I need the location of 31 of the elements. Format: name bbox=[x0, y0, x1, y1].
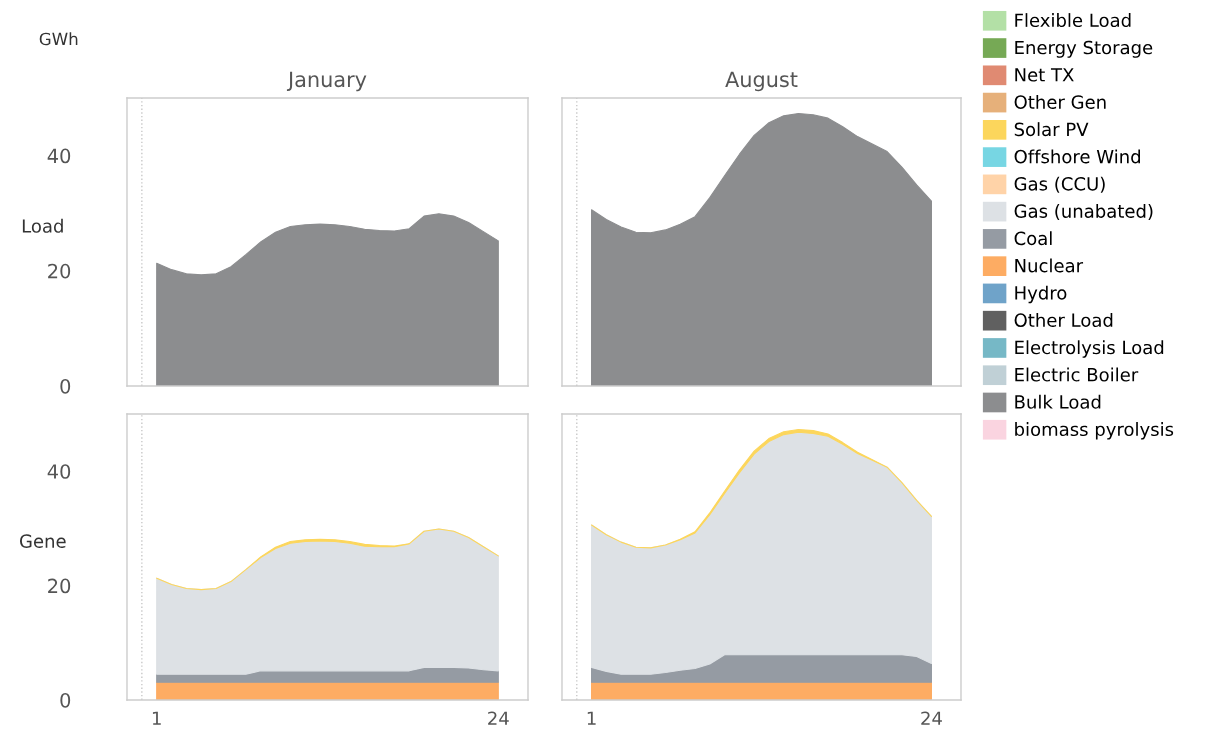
legend-label: Bulk Load bbox=[1015, 394, 1101, 409]
y-tick-label: 20 bbox=[48, 263, 71, 279]
y-tick-label: 0 bbox=[60, 378, 71, 394]
legend-label: biomass pyrolysis bbox=[1015, 422, 1174, 440]
legend-label: Electrolysis Load bbox=[1015, 340, 1164, 358]
legend-label: Net TX bbox=[1015, 68, 1074, 82]
x-tick-label: 1 bbox=[152, 711, 161, 725]
legend-label: Coal bbox=[1014, 231, 1052, 246]
legend-label: Other Gen bbox=[1014, 94, 1106, 109]
y-axis-title: Gene bbox=[19, 534, 66, 548]
legend-label: Nuclear bbox=[1015, 258, 1084, 273]
legend-label: Electric Boiler bbox=[1015, 367, 1139, 382]
y-tick-label: 40 bbox=[47, 464, 71, 479]
y-axis-title: Load bbox=[22, 218, 63, 233]
text: GWh bbox=[39, 32, 78, 46]
legend-label: Gas (CCU) bbox=[1014, 176, 1105, 193]
legend-label: Offshore Wind bbox=[1014, 149, 1140, 164]
legend-label: Energy Storage bbox=[1015, 40, 1153, 58]
x-tick-label: 1 bbox=[587, 711, 596, 725]
chart-title: August bbox=[725, 71, 798, 92]
y-tick-label: 20 bbox=[48, 578, 71, 594]
legend-label: Hydro bbox=[1015, 285, 1067, 304]
legend-label: Solar PV bbox=[1014, 122, 1089, 137]
chart-title: January bbox=[286, 71, 367, 92]
legend-label: Other Load bbox=[1014, 313, 1113, 327]
y-tick-label: 0 bbox=[60, 692, 71, 708]
x-tick-label: 24 bbox=[488, 711, 509, 725]
x-tick-label: 24 bbox=[921, 711, 942, 725]
legend-label: Gas (unabated) bbox=[1014, 203, 1153, 221]
y-tick-label: 40 bbox=[47, 148, 71, 164]
legend-label: Flexible Load bbox=[1015, 13, 1131, 28]
